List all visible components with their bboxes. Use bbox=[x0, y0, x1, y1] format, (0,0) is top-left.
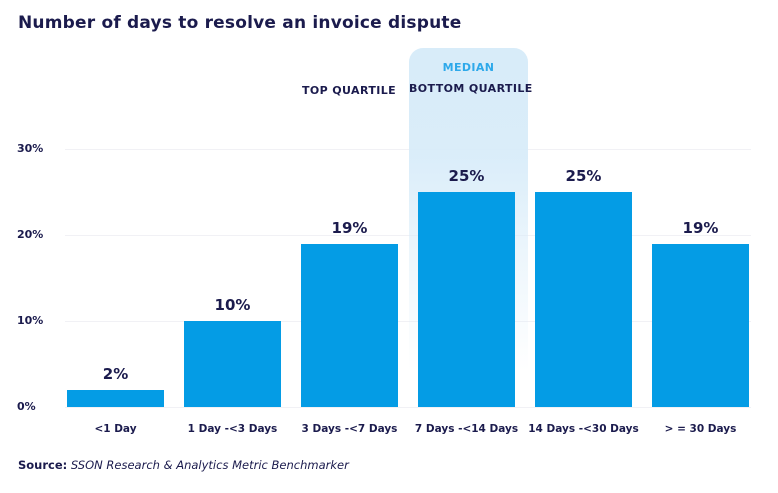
bar bbox=[418, 192, 515, 407]
x-axis-category-label: 3 Days -<7 Days bbox=[301, 423, 398, 435]
bar-value-label: 2% bbox=[102, 364, 129, 383]
y-axis-tick-label: 30% bbox=[17, 142, 44, 155]
bottom-quartile-annotation: BOTTOM QUARTILE bbox=[409, 82, 533, 95]
source-label: Source: bbox=[18, 458, 68, 472]
x-axis-category-label: > = 30 Days bbox=[664, 423, 737, 435]
source-text: SSON Research & Analytics Metric Benchma… bbox=[67, 458, 349, 472]
y-axis-tick-label: 0% bbox=[17, 400, 36, 413]
gridline bbox=[65, 235, 751, 236]
bar-value-label: 10% bbox=[214, 296, 251, 314]
x-axis-category-label: 14 Days -<30 Days bbox=[528, 423, 639, 435]
y-axis-tick-label: 10% bbox=[17, 314, 44, 327]
gridline bbox=[65, 149, 751, 150]
bar bbox=[301, 243, 398, 407]
bar-value-label: 25% bbox=[565, 167, 602, 185]
top-quartile-annotation: TOP QUARTILE bbox=[301, 84, 397, 97]
bar bbox=[184, 321, 281, 407]
bar-value-label: 19% bbox=[682, 218, 719, 237]
median-annotation: MEDIAN bbox=[442, 61, 495, 74]
source-line: Source: SSON Research & Analytics Metric… bbox=[18, 458, 349, 472]
x-axis-category-label: 7 Days -<14 Days bbox=[414, 423, 519, 435]
y-axis-tick-label: 20% bbox=[17, 228, 44, 241]
bar bbox=[67, 389, 164, 407]
gridline bbox=[65, 407, 751, 408]
x-axis-category-label: 1 Day -<3 Days bbox=[187, 423, 278, 435]
chart-title: Number of days to resolve an invoice dis… bbox=[18, 13, 462, 33]
bar bbox=[652, 243, 749, 407]
bar-value-label: 25% bbox=[448, 167, 485, 185]
gridline bbox=[65, 321, 751, 322]
bar-value-label: 19% bbox=[331, 218, 368, 237]
x-axis-category-label: <1 Day bbox=[94, 423, 137, 435]
bar bbox=[535, 192, 632, 407]
